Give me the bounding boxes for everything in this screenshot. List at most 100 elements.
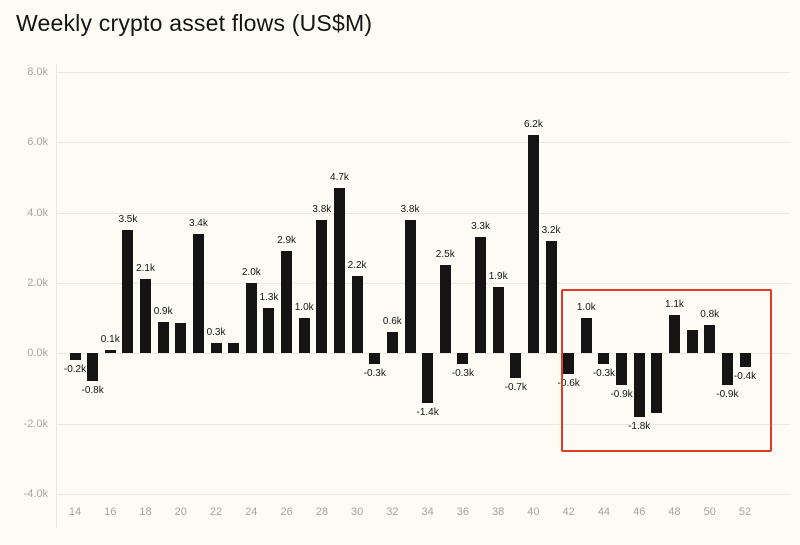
bar-value-label: -0.7k [504, 381, 527, 393]
y-axis-label: -4.0k [23, 488, 48, 500]
bar-week-51[interactable] [721, 353, 733, 385]
x-axis-label: 48 [668, 506, 681, 518]
bar-week-39[interactable] [510, 353, 522, 378]
bar-week-38[interactable] [492, 286, 504, 354]
bar-week-32[interactable] [386, 332, 398, 354]
bar-week-45[interactable] [616, 353, 628, 385]
bar-value-label: -0.9k [716, 388, 739, 400]
y-axis-label: -2.0k [23, 417, 48, 430]
y-axis-label: 6.0k [27, 136, 48, 149]
bar-value-label: 2.9k [277, 235, 297, 247]
gridline [56, 494, 790, 495]
bar-value-label: -0.8k [81, 385, 104, 397]
bar-week-42[interactable] [563, 353, 575, 375]
bar-value-label: -0.6k [557, 378, 580, 390]
bar-week-20[interactable] [175, 323, 187, 354]
highlight-box [560, 289, 772, 453]
bar-value-label: 0.9k [153, 305, 173, 317]
bar-week-23[interactable] [228, 342, 240, 354]
gridline [56, 212, 790, 214]
gridline [56, 72, 790, 73]
bar-week-43[interactable] [580, 318, 592, 354]
bar-week-26[interactable] [281, 251, 293, 354]
bar-value-label: 2.0k [241, 267, 261, 278]
bar-week-35[interactable] [439, 265, 451, 354]
bar-week-40[interactable] [527, 135, 539, 354]
bar-value-label: -1.8k [628, 420, 651, 432]
x-axis-label: 14 [68, 506, 82, 518]
x-axis-label: 24 [245, 506, 258, 518]
bar-value-label: 2.2k [347, 259, 367, 271]
bar-week-49[interactable] [686, 330, 698, 354]
bar-value-label: 0.6k [382, 316, 402, 328]
bar-week-29[interactable] [333, 188, 345, 354]
bar-value-label: 1.9k [488, 270, 508, 282]
x-axis-label: 34 [421, 506, 434, 518]
bar-week-41[interactable] [545, 240, 557, 354]
bar-value-label: -0.3k [363, 367, 386, 379]
bar-week-28[interactable] [316, 219, 328, 354]
bar-value-label: 0.1k [100, 333, 120, 345]
bar-week-15[interactable] [87, 353, 99, 382]
bar-week-48[interactable] [668, 314, 680, 354]
bar-value-label: 3.8k [312, 203, 332, 215]
bar-week-37[interactable] [475, 237, 487, 354]
bar-week-14[interactable] [69, 353, 81, 361]
y-axis-label: 0.0k [27, 347, 48, 360]
bar-value-label: 0.8k [700, 309, 720, 321]
bar-week-18[interactable] [140, 279, 152, 354]
gridline [56, 423, 790, 425]
bar-week-50[interactable] [704, 325, 716, 354]
x-axis-label: 28 [315, 506, 328, 518]
bar-week-36[interactable] [457, 353, 469, 364]
bar-value-label: -0.2k [63, 364, 87, 376]
x-axis-label: 46 [633, 506, 646, 518]
bar-week-33[interactable] [404, 219, 416, 354]
bar-value-label: 2.1k [136, 263, 155, 275]
x-axis-label: 16 [104, 506, 117, 518]
gridline [56, 142, 790, 144]
y-axis-line [56, 64, 57, 528]
x-axis-label: 50 [703, 506, 716, 518]
bar-value-label: -1.4k [416, 406, 439, 418]
bar-value-label: 3.4k [188, 217, 208, 229]
bar-week-46[interactable] [633, 353, 645, 417]
bar-week-21[interactable] [192, 233, 204, 354]
bar-value-label: 0.3k [206, 326, 226, 338]
x-axis-label: 44 [597, 506, 611, 518]
bar-week-16[interactable] [104, 349, 116, 354]
bar-week-27[interactable] [298, 318, 310, 354]
bar-week-31[interactable] [369, 353, 381, 364]
bar-week-19[interactable] [157, 321, 169, 354]
x-axis-label: 30 [350, 506, 364, 518]
x-axis-label: 32 [386, 506, 399, 518]
y-axis-label: 8.0k [27, 66, 48, 78]
bar-week-17[interactable] [122, 230, 134, 354]
bar-value-label: 1.0k [576, 302, 596, 314]
bar-week-25[interactable] [263, 307, 275, 354]
bar-week-47[interactable] [651, 353, 663, 414]
bar-value-label: 3.8k [400, 203, 420, 215]
bar-value-label: 6.2k [523, 119, 543, 131]
x-axis-label: 52 [738, 506, 752, 518]
bar-value-label: 4.7k [330, 172, 349, 184]
x-axis-label: 36 [456, 506, 470, 518]
bar-week-52[interactable] [739, 353, 751, 368]
bar-week-22[interactable] [210, 342, 222, 354]
bar-value-label: 1.1k [665, 298, 684, 310]
bar-week-24[interactable] [245, 283, 257, 354]
y-axis-label: 4.0k [27, 206, 48, 219]
x-axis-label: 38 [492, 506, 505, 518]
bar-value-label: 3.2k [541, 224, 561, 236]
bar-value-label: 1.3k [259, 291, 279, 303]
bar-week-30[interactable] [351, 275, 363, 354]
x-axis-label: 40 [527, 506, 540, 518]
bar-week-44[interactable] [598, 353, 610, 364]
x-axis-label: 18 [139, 506, 152, 518]
x-axis-label: 26 [280, 506, 293, 518]
bar-value-label: 1.0k [294, 302, 314, 314]
bar-value-label: -0.9k [610, 388, 633, 400]
bar-value-label: -0.3k [451, 367, 474, 379]
bar-week-34[interactable] [422, 353, 434, 403]
x-axis-label: 42 [562, 506, 575, 518]
